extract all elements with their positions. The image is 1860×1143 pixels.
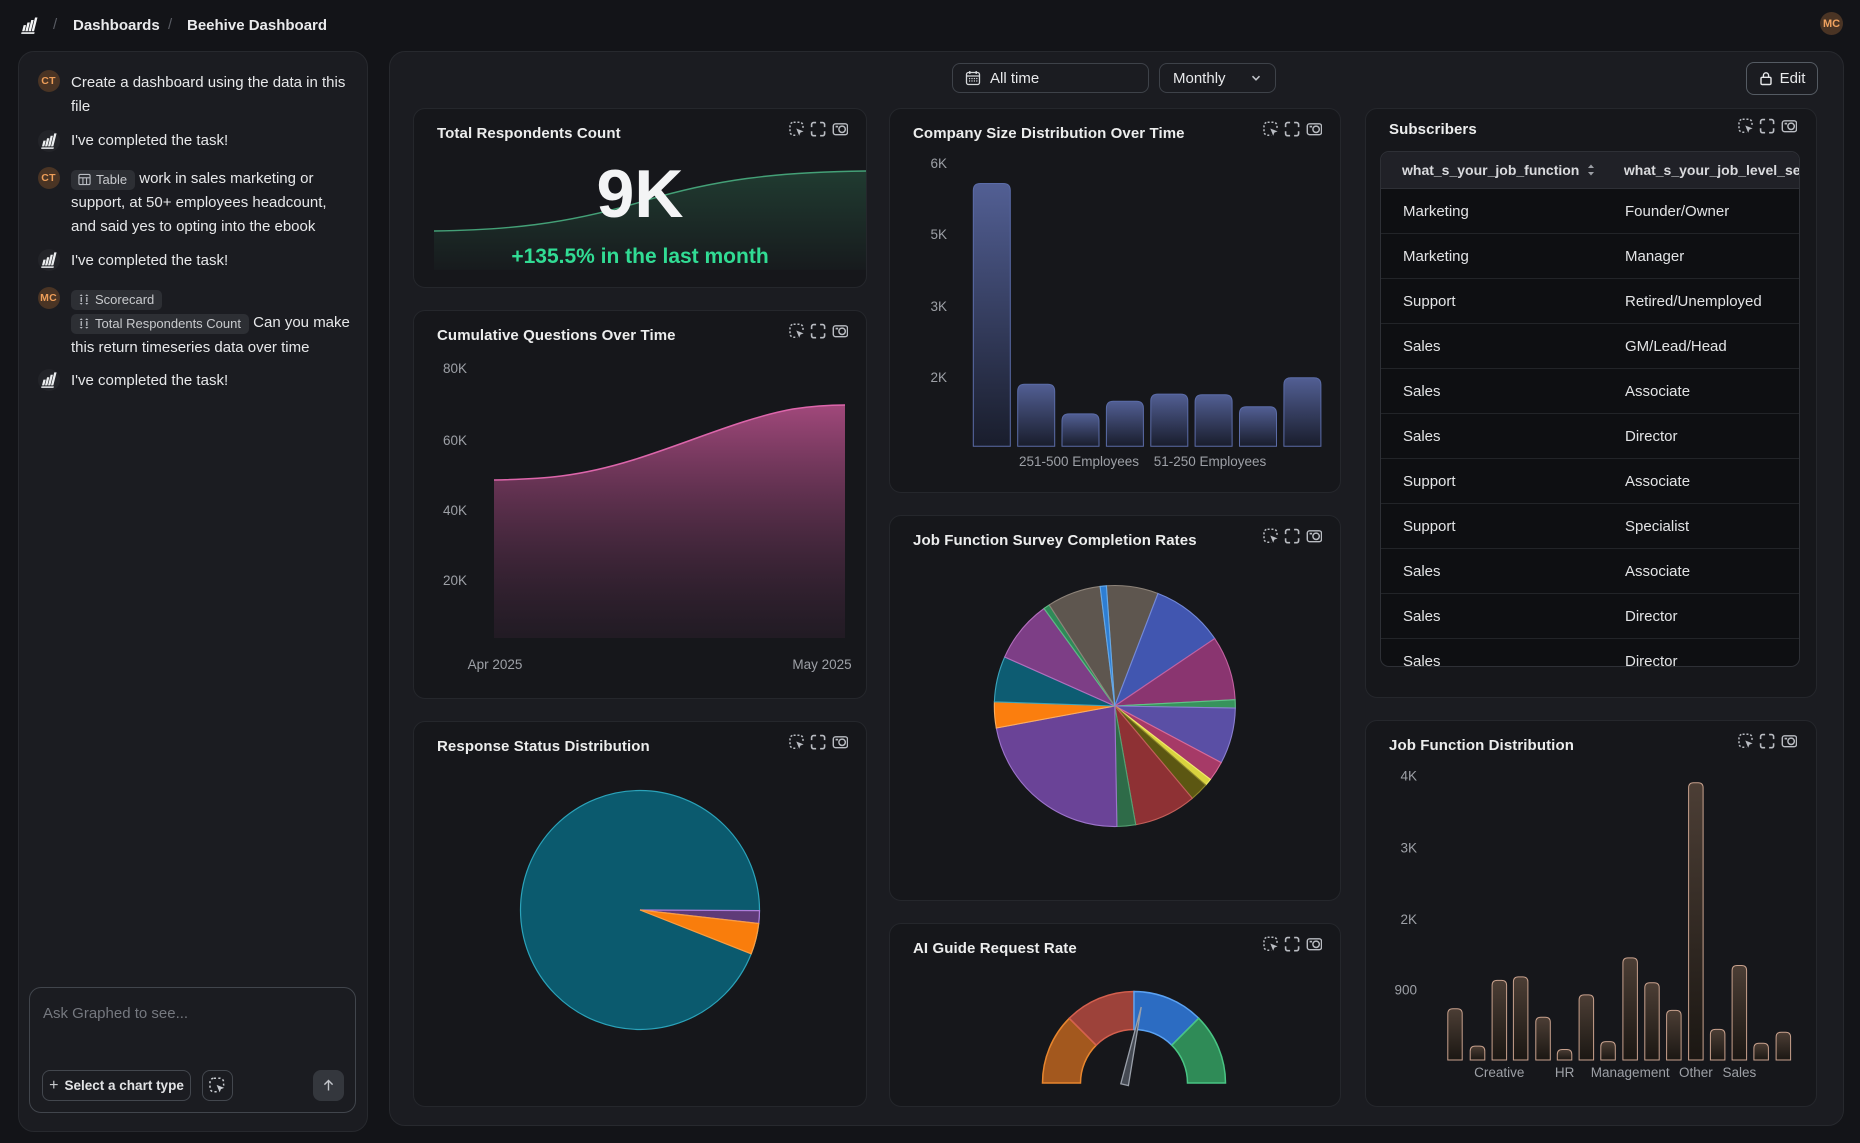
svg-text:900: 900 <box>1394 983 1417 998</box>
svg-text:4K: 4K <box>1400 769 1417 784</box>
svg-text:Sales: Sales <box>1723 1065 1757 1080</box>
svg-text:HR: HR <box>1555 1065 1575 1080</box>
svg-text:80K: 80K <box>443 361 467 376</box>
svg-text:40K: 40K <box>443 503 467 518</box>
svg-text:60K: 60K <box>443 433 467 448</box>
svg-text:251-500 Employees: 251-500 Employees <box>1019 454 1139 469</box>
svg-text:2K: 2K <box>1400 912 1417 927</box>
svg-text:Creative: Creative <box>1474 1065 1524 1080</box>
svg-text:5K: 5K <box>930 227 947 242</box>
svg-text:Management: Management <box>1591 1065 1670 1080</box>
svg-text:Apr 2025: Apr 2025 <box>468 657 523 672</box>
svg-text:6K: 6K <box>930 156 947 171</box>
svg-text:May 2025: May 2025 <box>792 657 851 672</box>
svg-text:Other: Other <box>1679 1065 1713 1080</box>
svg-text:3K: 3K <box>930 299 947 314</box>
svg-text:2K: 2K <box>930 370 947 385</box>
svg-text:51-250 Employees: 51-250 Employees <box>1154 454 1267 469</box>
svg-text:3K: 3K <box>1400 840 1417 855</box>
svg-text:20K: 20K <box>443 573 467 588</box>
